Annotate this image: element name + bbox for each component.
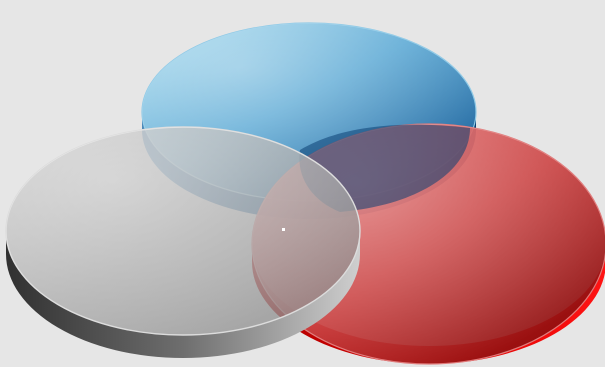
gray-disc (5, 126, 361, 358)
gray-disc-side (6, 231, 360, 358)
center-marker (282, 228, 285, 231)
